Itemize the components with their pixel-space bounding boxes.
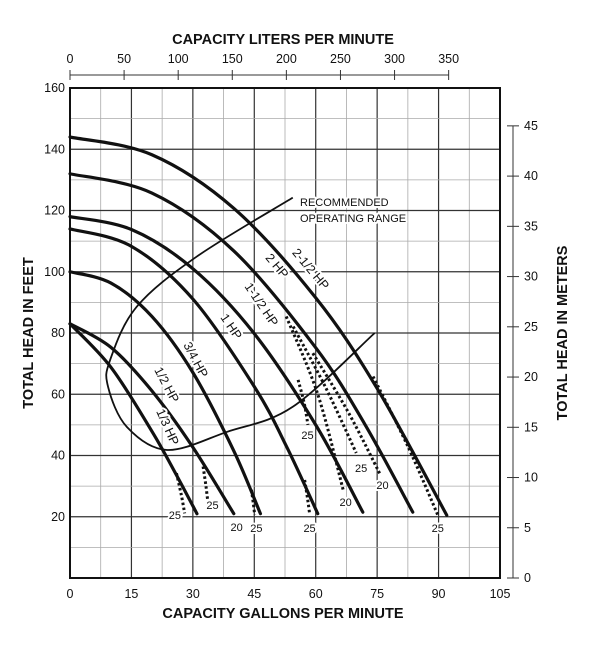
- right-tick-label: 25: [524, 320, 538, 334]
- plot-frame: [69, 87, 501, 579]
- right-tick-label: 15: [524, 420, 538, 434]
- y-axis-right-title: TOTAL HEAD IN METERS: [555, 245, 571, 420]
- dotted-branch: [371, 375, 440, 516]
- y-tick-label: 100: [44, 265, 65, 279]
- right-tick-label: 40: [524, 169, 538, 183]
- x-tick-label: 0: [67, 587, 74, 601]
- dotted-branch: [311, 352, 381, 474]
- right-tick-label: 30: [524, 270, 538, 284]
- suction-label: 25: [250, 523, 262, 535]
- x-tick-label: 90: [432, 587, 446, 601]
- top-tick-label: 300: [384, 52, 405, 66]
- hp-curves: [68, 135, 449, 517]
- x-tick-label: 105: [490, 587, 511, 601]
- right-tick-label: 45: [524, 119, 538, 133]
- y-tick-label: 40: [51, 449, 65, 463]
- hp-curve: [68, 135, 449, 517]
- suction-label: 25: [206, 500, 218, 512]
- right-tick-label: 0: [524, 571, 531, 585]
- suction-label: 25: [432, 523, 444, 535]
- right-tick-label: 35: [524, 219, 538, 233]
- grid: [69, 87, 501, 579]
- y-tick-label: 160: [44, 81, 65, 95]
- hp-label: 1/2 HP: [151, 365, 181, 405]
- hp-curve: [68, 270, 263, 516]
- operating-range-label-2: OPERATING RANGE: [300, 213, 406, 225]
- top-tick-label: 0: [67, 52, 74, 66]
- hp-curve: [68, 322, 236, 516]
- hp-curve: [68, 322, 199, 516]
- dotted-branch: [303, 479, 312, 514]
- labels: 2-1/2 HP2 HP1-1/2 HP1 HP3/4 HP1/2 HP1/3 …: [149, 244, 445, 537]
- right-tick-label: 20: [524, 370, 538, 384]
- top-tick-label: 200: [276, 52, 297, 66]
- top-tick-label: 150: [222, 52, 243, 66]
- x-tick-label: 60: [309, 587, 323, 601]
- suction-label: 25: [355, 463, 367, 475]
- dotted-branch: [296, 379, 310, 426]
- y-tick-label: 60: [51, 387, 65, 401]
- top-tick-label: 350: [438, 52, 459, 66]
- suction-label: 20: [339, 497, 351, 509]
- operating-range: [105, 196, 376, 451]
- y-tick-label: 20: [51, 510, 65, 524]
- dotted-branch: [175, 472, 187, 514]
- suction-label: 25: [169, 510, 181, 522]
- suction-label: 20: [376, 480, 388, 492]
- top-axis-title: CAPACITY LITERS PER MINUTE: [172, 32, 394, 48]
- x-tick-label: 30: [186, 587, 200, 601]
- y-tick-label: 140: [44, 142, 65, 156]
- hp-label: 2-1/2 HP: [289, 246, 331, 293]
- right-tick-label: 5: [524, 521, 531, 535]
- x-tick-label: 15: [124, 587, 138, 601]
- hp-curve: [68, 215, 365, 514]
- dotted-branch: [291, 325, 358, 454]
- y-tick-label: 80: [51, 326, 65, 340]
- x-tick-label: 45: [247, 587, 261, 601]
- hp-label: 1-1/2 HP: [242, 280, 281, 329]
- y-tick-label: 120: [44, 204, 65, 218]
- hp-label: 2 HP: [263, 251, 292, 281]
- hp-curve: [68, 172, 415, 514]
- top-tick-label: 50: [117, 52, 131, 66]
- dotted-branches: [175, 315, 440, 516]
- operating-range-curve: [105, 196, 376, 451]
- x-axis-title: CAPACITY GALLONS PER MINUTE: [162, 606, 403, 622]
- x-tick-label: 75: [370, 587, 384, 601]
- suction-label: 25: [303, 523, 315, 535]
- suction-label: 25: [301, 430, 313, 442]
- suction-label: 20: [231, 522, 243, 534]
- y-axis-title: TOTAL HEAD IN FEET: [21, 257, 37, 409]
- operating-range-label-1: RECOMMENDED: [300, 197, 389, 209]
- top-tick-label: 100: [168, 52, 189, 66]
- right-tick-label: 10: [524, 471, 538, 485]
- hp-curve: [68, 227, 320, 516]
- top-tick-label: 250: [330, 52, 351, 66]
